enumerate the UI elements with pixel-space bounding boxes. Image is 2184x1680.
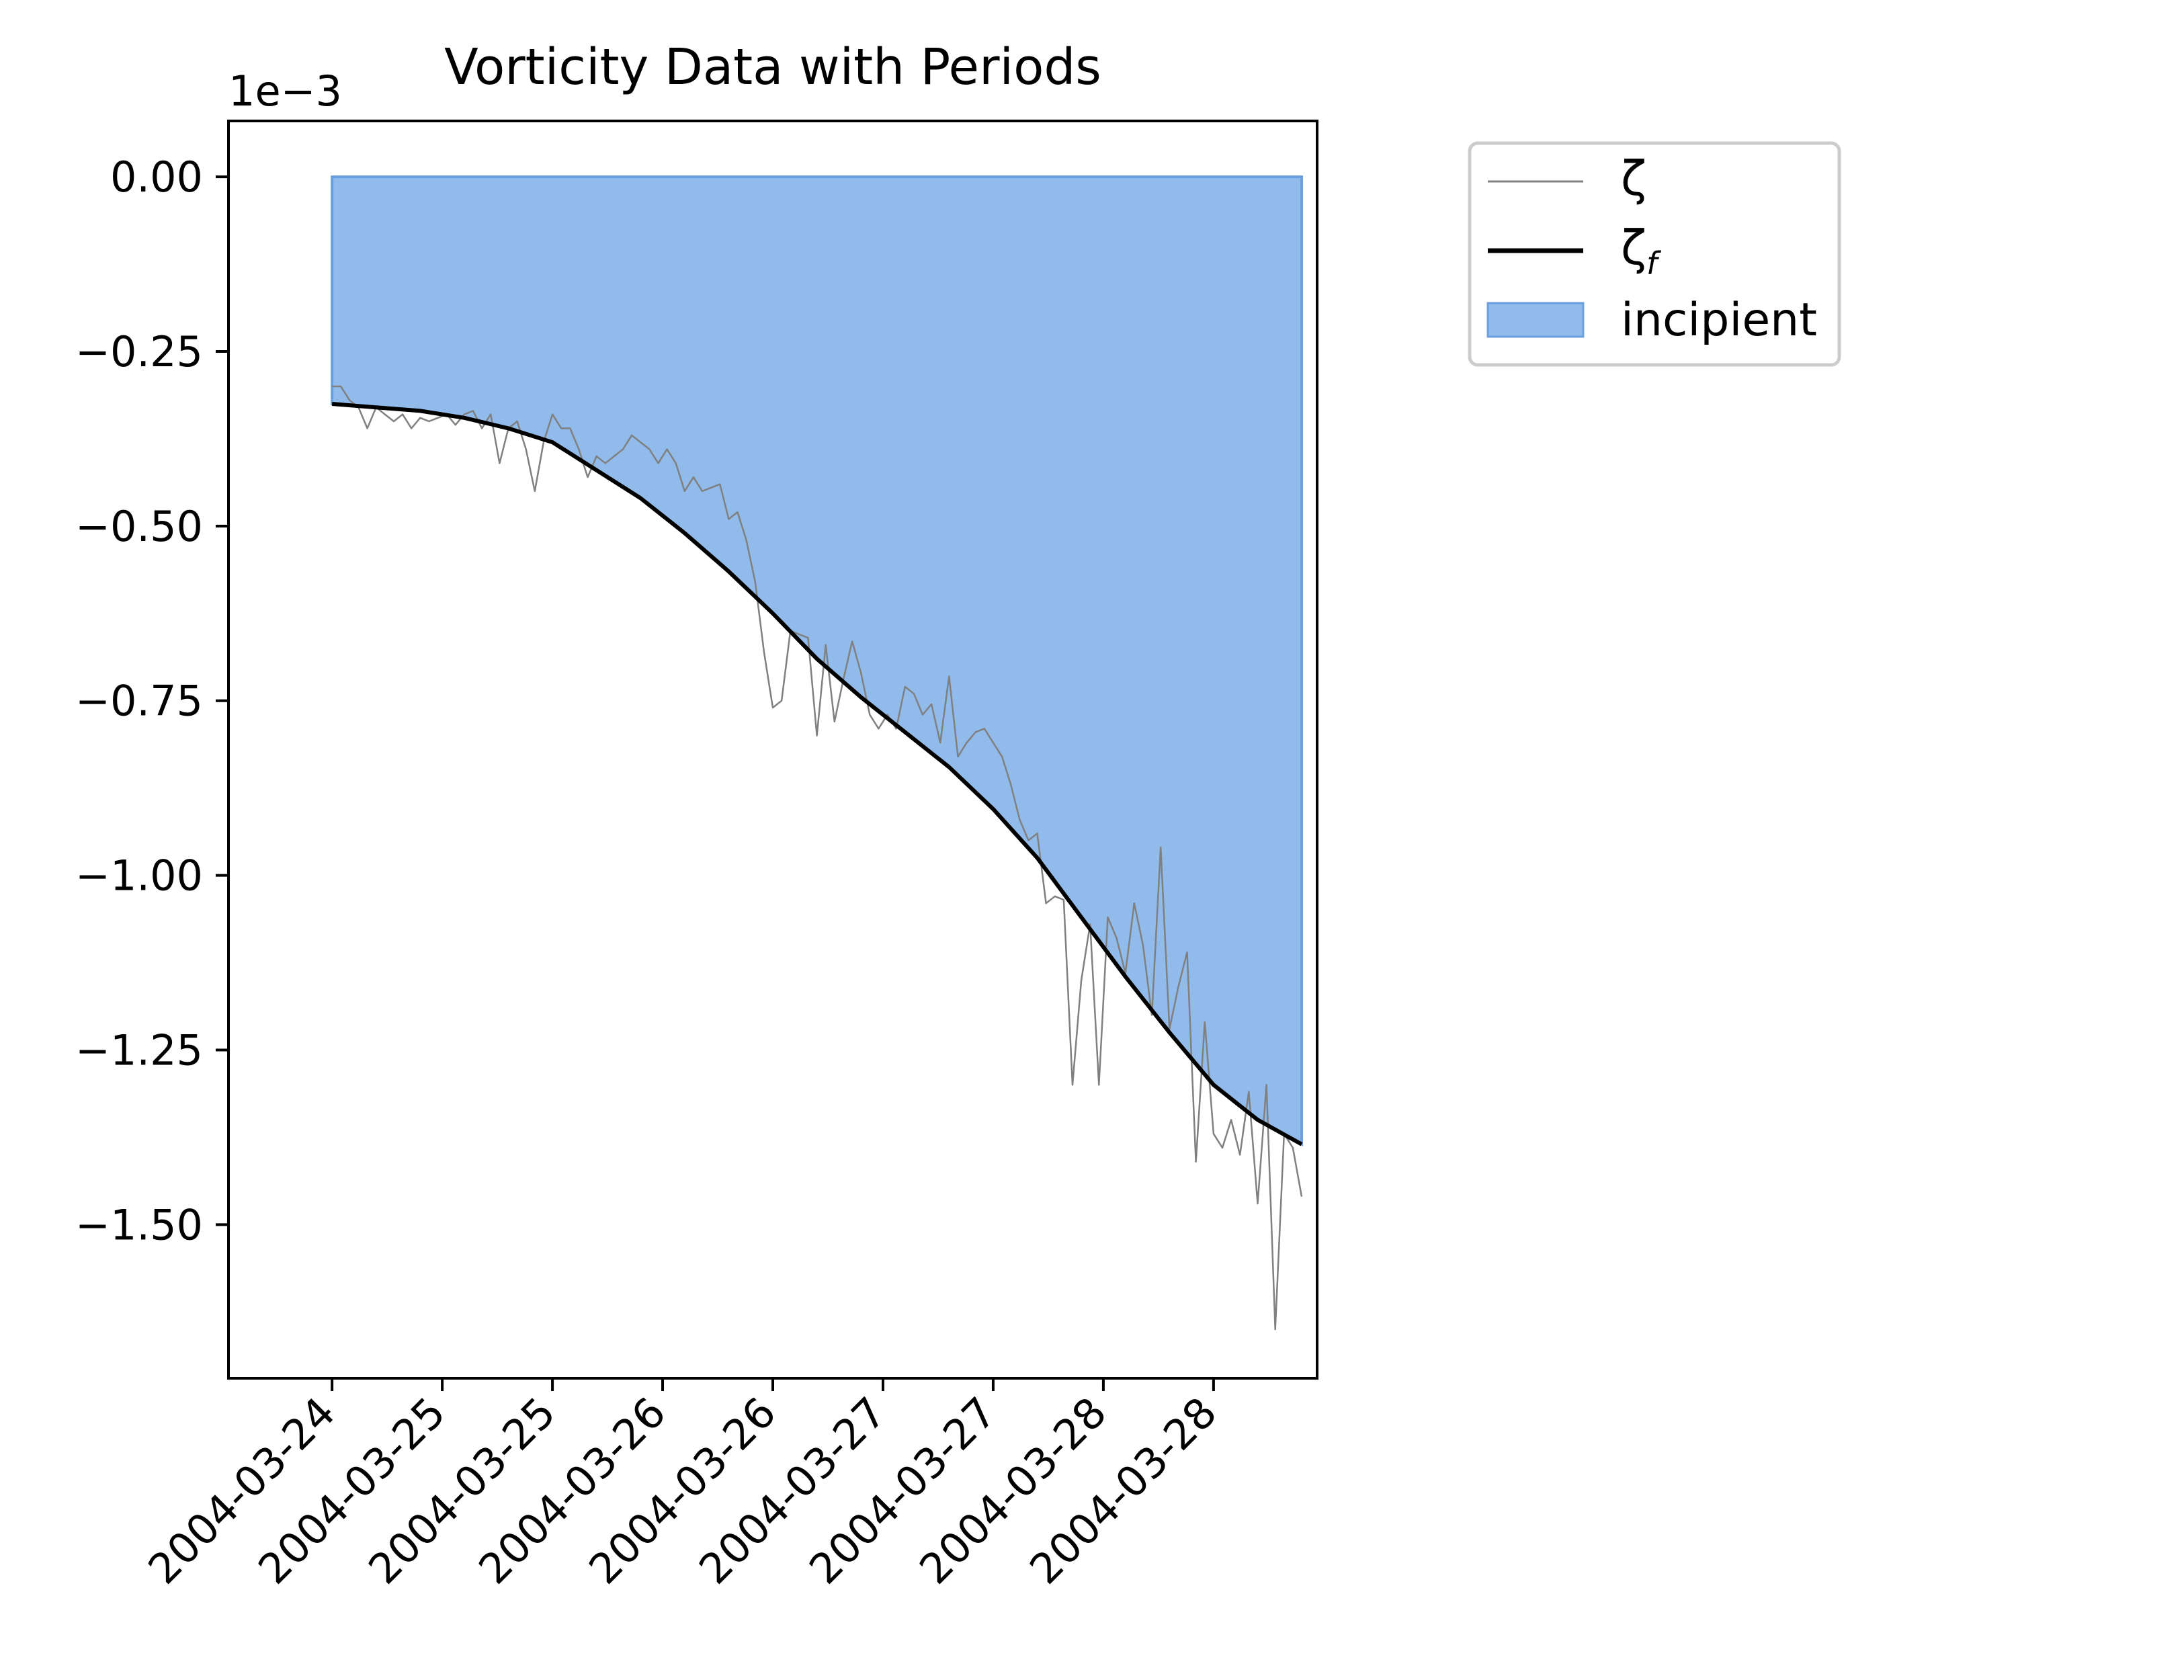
y-tick-label: −0.50	[75, 502, 203, 551]
y-tick-label: −1.50	[75, 1200, 203, 1249]
legend-incipient-label: incipient	[1621, 294, 1817, 347]
series-zeta-f-line	[331, 402, 1303, 1146]
chart-title: Vorticity Data with Periods	[444, 38, 1101, 96]
legend: ζ ζ f incipient	[1468, 141, 1841, 367]
y-tick-label: −1.25	[75, 1025, 203, 1075]
series-lines	[331, 385, 1303, 1331]
y-axis: 0.00 −0.25 −0.50 −0.75 −1.00 −1.25 −1.50	[75, 153, 228, 1249]
svg-text:ζ: ζ	[1621, 220, 1646, 276]
y-tick-label: 0.00	[110, 153, 203, 202]
y-tick-label: −0.75	[75, 677, 203, 726]
y-offset-label: 1e−3	[228, 67, 342, 116]
legend-zeta-label: ζ	[1621, 151, 1646, 206]
x-axis: 2004-03-242004-03-252004-03-252004-03-26…	[138, 1378, 1226, 1593]
y-tick-label: −1.00	[75, 851, 203, 900]
y-tick-label: −0.25	[75, 327, 203, 376]
series-zeta-line	[332, 385, 1303, 1331]
legend-incipient-swatch	[1486, 302, 1585, 338]
